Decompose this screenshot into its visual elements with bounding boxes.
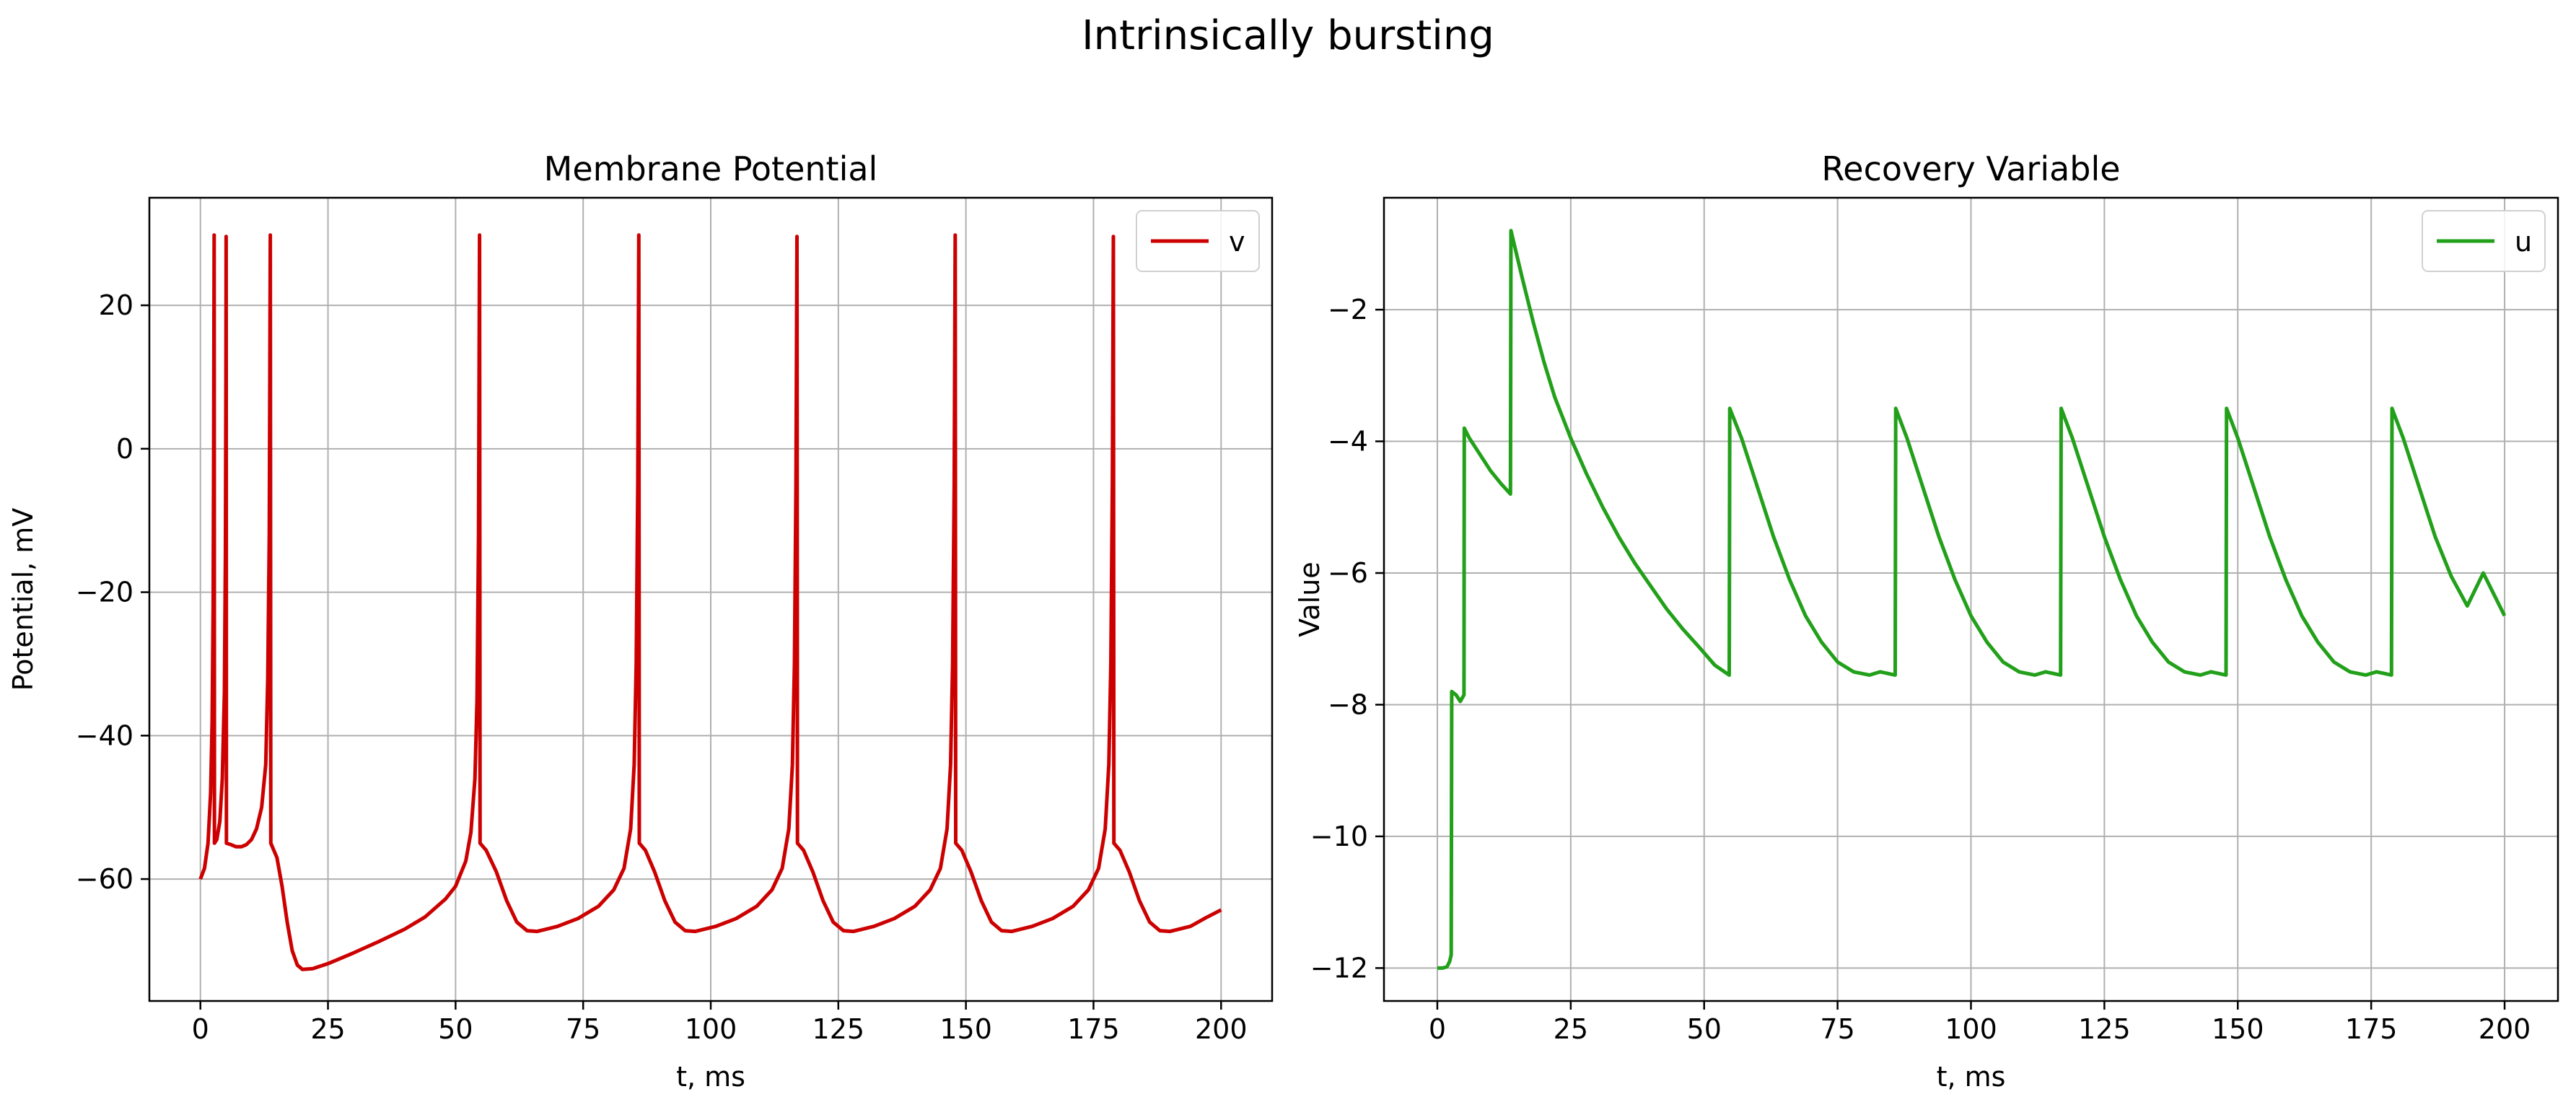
recovery-x-tick-label: 175	[2345, 1013, 2398, 1045]
recovery-y-tick-label: −10	[1310, 821, 1368, 852]
recovery-x-tick-label: 25	[1554, 1013, 1588, 1045]
recovery-y-tick-label: −12	[1310, 952, 1368, 984]
recovery-y-tick-label: −2	[1328, 294, 1368, 325]
membrane-y-tick-label: −60	[76, 863, 133, 895]
recovery-variable-chart: 0 25 50 75 100 125 150 175 200 −12 −10 −8 −6 −4 −2 Reco…	[1294, 149, 2559, 1093]
membrane-x-tick-label: 200	[1195, 1013, 1248, 1045]
membrane-x-tick-label: 75	[566, 1013, 600, 1045]
recovery-legend: u	[2422, 210, 2546, 272]
membrane-y-tick-label: 20	[99, 289, 133, 321]
membrane-x-tick-label: 50	[438, 1013, 473, 1045]
membrane-chart-title: Membrane Potential	[544, 149, 878, 188]
membrane-y-tick-label: 0	[116, 433, 133, 465]
membrane-x-tick-label: 100	[685, 1013, 737, 1045]
recovery-chart-title: Recovery Variable	[1821, 149, 2120, 188]
membrane-x-tick-label: 175	[1067, 1013, 1120, 1045]
membrane-x-tick-label: 0	[192, 1013, 209, 1045]
recovery-x-tick-label: 50	[1687, 1013, 1722, 1045]
membrane-x-tick-label: 125	[812, 1013, 865, 1045]
membrane-x-axis-label: t, ms	[676, 1061, 745, 1093]
membrane-y-axis-label: Potential, mV	[7, 508, 39, 691]
membrane-legend-label: v	[1229, 226, 1245, 258]
membrane-x-tick-label: 150	[939, 1013, 992, 1045]
recovery-legend-label: u	[2515, 226, 2532, 258]
recovery-x-tick-label: 100	[1945, 1013, 1997, 1045]
recovery-x-tick-label: 75	[1820, 1013, 1854, 1045]
recovery-y-tick-label: −8	[1328, 688, 1368, 720]
membrane-series-v-line	[198, 233, 1222, 971]
membrane-potential-chart: 0 25 50 75 100 125 150 175 200 −60 −40 −20 0 20 Membra…	[7, 149, 1274, 1093]
membrane-y-tick-label: −40	[76, 720, 133, 751]
membrane-legend: v	[1136, 210, 1260, 272]
recovery-x-tick-label: 0	[1429, 1013, 1446, 1045]
recovery-y-tick-label: −6	[1328, 557, 1368, 589]
recovery-x-axis-label: t, ms	[1937, 1061, 2006, 1093]
membrane-y-tick-label: −20	[76, 577, 133, 608]
recovery-y-tick-label: −4	[1328, 426, 1368, 458]
recovery-x-tick-label: 150	[2212, 1013, 2264, 1045]
recovery-y-axis-label: Value	[1294, 561, 1326, 637]
recovery-x-tick-label: 200	[2479, 1013, 2531, 1045]
membrane-x-tick-label: 25	[310, 1013, 345, 1045]
recovery-series-u-line	[1437, 229, 2507, 970]
figure-title: Intrinsically bursting	[1082, 12, 1494, 59]
recovery-x-tick-label: 125	[2078, 1013, 2131, 1045]
